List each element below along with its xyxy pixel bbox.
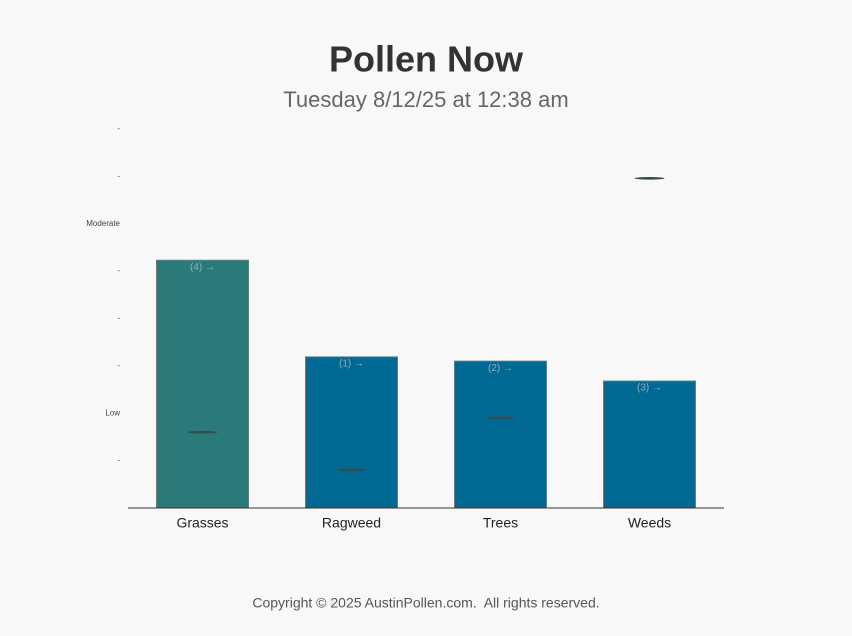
x-tick-label: Weeds bbox=[628, 515, 671, 531]
bar-label: (1) → bbox=[339, 359, 364, 370]
y-tick-label: Moderate bbox=[86, 219, 120, 228]
bar bbox=[305, 356, 398, 509]
title: Pollen Now bbox=[329, 39, 524, 80]
y-tick-label: - bbox=[117, 361, 120, 370]
y-tick-label: - bbox=[117, 314, 120, 323]
marker bbox=[634, 176, 665, 180]
y-tick-label: - bbox=[117, 171, 120, 180]
y-tick-label: - bbox=[117, 456, 120, 465]
bar-label: (3) → bbox=[637, 383, 662, 394]
x-tick-label: Ragweed bbox=[322, 515, 381, 531]
x-tick-label: Grasses bbox=[176, 515, 228, 531]
bar bbox=[454, 360, 547, 509]
footer: Copyright © 2025 AustinPollen.com. All r… bbox=[252, 595, 599, 611]
marker bbox=[485, 416, 516, 420]
bar bbox=[603, 380, 696, 509]
bar-label: (2) → bbox=[488, 363, 513, 374]
y-tick-label: - bbox=[117, 124, 120, 133]
x-tick-label: Trees bbox=[483, 515, 518, 531]
subtitle: Tuesday 8/12/25 at 12:38 am bbox=[283, 87, 568, 112]
bar bbox=[156, 259, 249, 509]
y-tick-label: Low bbox=[105, 408, 120, 417]
marker bbox=[336, 468, 367, 472]
y-tick-label: - bbox=[117, 266, 120, 275]
bar-label: (4) → bbox=[190, 262, 215, 273]
marker bbox=[187, 430, 218, 434]
